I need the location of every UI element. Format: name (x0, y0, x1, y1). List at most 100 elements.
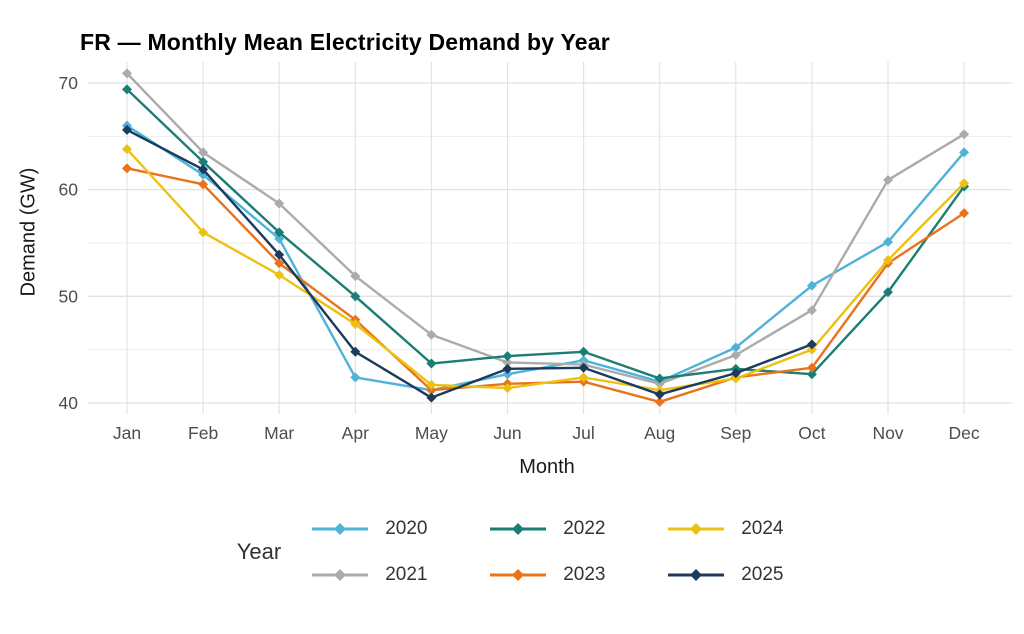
legend-label: 2022 (563, 518, 606, 539)
data-point-2020 (883, 236, 893, 247)
legend-label: 2021 (385, 564, 428, 585)
data-point-2023 (959, 208, 970, 219)
data-point-2024 (730, 373, 741, 384)
data-point-2024 (502, 383, 513, 394)
data-point-2025 (426, 392, 437, 403)
data-point-2021 (654, 378, 665, 389)
data-point-2020 (350, 372, 361, 383)
legend-key-2023 (490, 569, 547, 581)
legend-key-2022 (490, 523, 547, 535)
data-point-2022 (198, 156, 209, 167)
legend-key-2021 (312, 569, 369, 581)
series-line-2022 (125, 88, 966, 380)
series-line-2024 (125, 147, 966, 392)
data-point-2023 (654, 396, 665, 407)
data-point-2022 (578, 346, 589, 357)
series-line-2020 (125, 124, 966, 392)
data-point-2023 (426, 385, 437, 396)
data-point-2025 (806, 339, 817, 350)
x-tick-label: Jan (113, 423, 141, 443)
x-tick-label: Oct (798, 423, 825, 443)
x-tick-label: May (415, 423, 448, 443)
y-axis-title: Demand (GW) (17, 167, 40, 297)
legend: Year 2020 2021 2022 2023 (0, 518, 1024, 586)
data-point-2025 (730, 368, 741, 379)
legend-label: 2025 (741, 564, 784, 585)
data-point-2022 (350, 291, 361, 302)
data-point-2020 (806, 280, 817, 291)
x-tick-label: Feb (188, 423, 218, 443)
legend-label: 2024 (741, 518, 784, 539)
x-tick-label: Jun (493, 423, 521, 443)
legend-label: 2020 (385, 518, 428, 539)
data-point-2025 (122, 124, 132, 135)
data-point-2025 (198, 164, 209, 175)
legend-entry-2025: 2025 (667, 564, 787, 586)
data-point-2022 (426, 358, 437, 369)
data-point-2022 (654, 373, 665, 384)
legend-key-2025 (668, 569, 725, 581)
x-tick-label: Jul (572, 423, 594, 443)
data-point-2020 (502, 369, 513, 380)
x-tick-label: Mar (264, 423, 294, 443)
data-point-2023 (122, 163, 132, 174)
y-tick-label: 50 (59, 286, 79, 306)
chart-title: FR — Monthly Mean Electricity Demand by … (80, 29, 610, 56)
data-point-2024 (350, 319, 361, 330)
data-point-2020 (274, 233, 285, 244)
data-point-2025 (274, 249, 285, 260)
x-tick-label: Dec (949, 423, 980, 443)
line-chart-plot-area: 40 50 60 70 Jan Feb Mar Apr May Jun Jul Aug Sep Oct No… (59, 62, 1012, 443)
data-point-2023 (198, 179, 209, 190)
data-point-2022 (274, 227, 285, 238)
x-tick-label: Apr (342, 423, 369, 443)
data-point-2021 (806, 305, 817, 316)
legend-entry-2024: 2024 (667, 518, 787, 540)
data-point-2024 (883, 255, 893, 266)
legend-entries: 2020 2021 2022 2023 2024 (311, 518, 787, 586)
data-point-2023 (274, 258, 285, 269)
data-point-2021 (730, 349, 741, 360)
data-point-2024 (122, 144, 132, 155)
data-point-2024 (578, 372, 589, 383)
series-line-2021 (125, 72, 966, 385)
x-tick-label: Nov (872, 423, 903, 443)
data-point-2025 (350, 346, 361, 357)
series-line-2025 (125, 128, 814, 399)
legend-label: 2023 (563, 564, 606, 585)
x-tick-label: Aug (644, 423, 675, 443)
data-point-2021 (502, 357, 513, 368)
data-point-2024 (959, 178, 970, 189)
data-point-2021 (274, 198, 285, 209)
y-tick-label: 60 (59, 180, 79, 200)
legend-key-2020 (312, 523, 369, 535)
data-point-2022 (502, 351, 513, 362)
data-point-2022 (883, 287, 893, 298)
x-axis-title: Month (519, 456, 575, 478)
legend-entry-2020: 2020 (311, 518, 431, 540)
data-point-2024 (806, 344, 817, 355)
data-point-2023 (806, 362, 817, 373)
y-tick-label: 70 (59, 73, 79, 93)
data-point-2025 (502, 363, 513, 374)
data-point-2022 (122, 84, 132, 95)
data-point-2025 (578, 362, 589, 373)
legend-entry-2023: 2023 (489, 564, 609, 586)
legend-key-2024 (668, 523, 725, 535)
data-point-2020 (959, 147, 970, 158)
data-point-2021 (350, 271, 361, 282)
data-point-2020 (730, 342, 741, 353)
data-point-2025 (654, 389, 665, 400)
y-tick-label: 40 (59, 393, 79, 413)
data-point-2021 (883, 175, 893, 186)
data-point-2021 (198, 147, 209, 158)
data-point-2022 (806, 369, 817, 380)
data-point-2024 (198, 227, 209, 238)
x-tick-label: Sep (720, 423, 751, 443)
legend-entry-2021: 2021 (311, 564, 431, 586)
data-point-2024 (274, 269, 285, 280)
data-point-2021 (122, 68, 132, 79)
legend-title: Year (236, 539, 282, 564)
legend-entry-2022: 2022 (489, 518, 609, 540)
data-point-2024 (426, 379, 437, 390)
